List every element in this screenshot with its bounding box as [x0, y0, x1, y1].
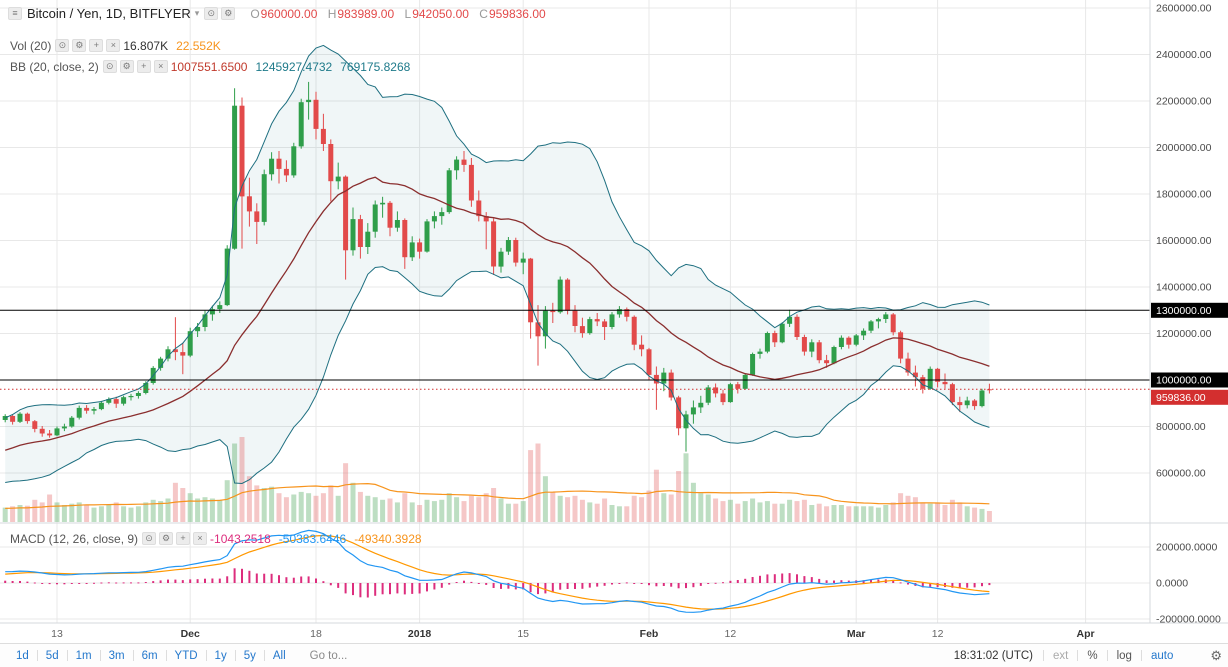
range-5d[interactable]: 5d	[45, 649, 59, 662]
symbol-legend: ≡ Bitcoin / Yen, 1D, BITFLYER ▾ ⊙ ⚙ O960…	[8, 5, 546, 22]
divider	[36, 650, 38, 661]
close-value: 959836.00	[488, 6, 546, 21]
svg-text:1400000.00: 1400000.00	[1156, 282, 1212, 294]
bb-basis-value: 1007551.6500	[170, 59, 248, 74]
settings-gear-icon[interactable]: ⚙	[221, 7, 236, 20]
range-3m[interactable]: 3m	[108, 649, 125, 662]
bottom-toolbar: 1d 5d 1m 3m 6m YTD 1y 5y All Go to... 18…	[0, 643, 1228, 667]
bb-legend: BB (20, close, 2) ⊙ ⚙ + × 1007551.6500 1…	[8, 58, 418, 75]
bb-lower-value: 769175.8268	[340, 59, 411, 74]
volume-value: 16.807K	[123, 38, 169, 53]
svg-text:2200000.00: 2200000.00	[1156, 96, 1212, 108]
svg-text:800000.00: 800000.00	[1156, 421, 1206, 433]
log-scale-toggle[interactable]: log	[1116, 649, 1132, 662]
settings-gear-icon[interactable]: ⚙	[72, 39, 87, 52]
range-1y[interactable]: 1y	[214, 649, 227, 662]
macd-hist-value: -1043.2518	[210, 531, 271, 546]
range-1d[interactable]: 1d	[16, 649, 29, 662]
add-icon[interactable]: +	[176, 532, 191, 545]
range-all[interactable]: All	[272, 649, 286, 662]
add-icon[interactable]: +	[136, 60, 151, 73]
divider	[234, 650, 236, 661]
close-label: C	[479, 6, 488, 21]
high-value: 983989.00	[337, 6, 395, 21]
svg-text:959836.00: 959836.00	[1156, 392, 1206, 404]
svg-text:Feb: Feb	[640, 628, 659, 640]
low-value: 942050.00	[412, 6, 469, 21]
divider	[66, 650, 68, 661]
goto-button[interactable]: Go to...	[309, 649, 348, 662]
close-icon[interactable]: ×	[153, 60, 168, 73]
chart-menu-icon[interactable]: ≡	[8, 7, 22, 20]
svg-text:12: 12	[932, 628, 944, 640]
settings-gear-icon[interactable]: ⚙	[1210, 647, 1222, 663]
bb-indicator-label[interactable]: BB (20, close, 2)	[10, 59, 99, 74]
divider	[205, 650, 207, 661]
range-1m[interactable]: 1m	[75, 649, 92, 662]
svg-text:Mar: Mar	[847, 628, 866, 640]
ext-toggle[interactable]: ext	[1053, 649, 1069, 662]
divider	[99, 650, 101, 661]
svg-text:12: 12	[725, 628, 737, 640]
svg-text:2400000.00: 2400000.00	[1156, 49, 1212, 61]
divider	[1077, 650, 1079, 661]
add-icon[interactable]: +	[89, 39, 104, 52]
svg-text:1300000.00: 1300000.00	[1156, 305, 1212, 317]
svg-text:2000000.00: 2000000.00	[1156, 142, 1212, 154]
divider	[1140, 650, 1142, 661]
svg-text:1200000.00: 1200000.00	[1156, 328, 1212, 340]
ohlc-values: O960000.00 H983989.00 L942050.00 C959836…	[243, 7, 545, 21]
divider	[132, 650, 134, 661]
volume-ma-value: 22.552K	[176, 38, 221, 53]
divider	[263, 650, 265, 661]
range-6m[interactable]: 6m	[141, 649, 158, 662]
visibility-icon[interactable]: ⊙	[102, 60, 117, 73]
low-label: L	[404, 6, 412, 21]
svg-text:15: 15	[517, 628, 529, 640]
svg-text:13: 13	[51, 628, 63, 640]
svg-text:-200000.0000: -200000.0000	[1156, 614, 1221, 626]
open-value: 960000.00	[260, 6, 318, 21]
svg-text:Apr: Apr	[1077, 628, 1095, 640]
symbol-title[interactable]: Bitcoin / Yen, 1D, BITFLYER	[27, 6, 191, 21]
divider	[1043, 650, 1045, 661]
range-5y[interactable]: 5y	[243, 649, 256, 662]
macd-legend: MACD (12, 26, close, 9) ⊙ ⚙ + × -1043.25…	[8, 530, 430, 547]
auto-scale-toggle[interactable]: auto	[1150, 649, 1174, 662]
divider	[1106, 650, 1108, 661]
settings-gear-icon[interactable]: ⚙	[159, 532, 174, 545]
close-icon[interactable]: ×	[106, 39, 121, 52]
bb-upper-value: 1245927.4732	[255, 59, 333, 74]
scale-controls: 18:31:02 (UTC) ext % log auto ⚙	[944, 648, 1222, 664]
svg-text:200000.0000: 200000.0000	[1156, 542, 1217, 554]
visibility-icon[interactable]: ⊙	[55, 39, 70, 52]
divider	[165, 650, 167, 661]
svg-text:0.0000: 0.0000	[1156, 578, 1188, 590]
volume-legend: Vol (20) ⊙ ⚙ + × 16.807K 22.552K	[8, 37, 229, 54]
svg-text:2018: 2018	[408, 628, 432, 640]
range-switcher: 1d 5d 1m 3m 6m YTD 1y 5y All Go to...	[0, 650, 347, 662]
high-label: H	[327, 6, 337, 21]
macd-line-value: -50383.6446	[278, 531, 347, 546]
settings-gear-icon[interactable]: ⚙	[119, 60, 134, 73]
svg-text:1600000.00: 1600000.00	[1156, 235, 1212, 247]
range-ytd[interactable]: YTD	[174, 649, 198, 662]
svg-text:2600000.00: 2600000.00	[1156, 3, 1212, 15]
close-icon[interactable]: ×	[193, 532, 208, 545]
svg-text:18: 18	[310, 628, 322, 640]
chevron-down-icon[interactable]: ▾	[194, 8, 200, 18]
clock[interactable]: 18:31:02 (UTC)	[953, 649, 1034, 662]
svg-text:Dec: Dec	[181, 628, 200, 640]
percent-scale-toggle[interactable]: %	[1087, 649, 1098, 662]
svg-text:1800000.00: 1800000.00	[1156, 189, 1212, 201]
svg-text:600000.00: 600000.00	[1156, 468, 1206, 480]
open-label: O	[250, 6, 260, 21]
visibility-icon[interactable]: ⊙	[142, 532, 157, 545]
svg-text:1000000.00: 1000000.00	[1156, 375, 1212, 387]
macd-signal-value: -49340.3928	[354, 531, 422, 546]
volume-indicator-label[interactable]: Vol (20)	[10, 38, 52, 53]
visibility-icon[interactable]: ⊙	[204, 7, 219, 20]
macd-indicator-label[interactable]: MACD (12, 26, close, 9)	[10, 531, 139, 546]
